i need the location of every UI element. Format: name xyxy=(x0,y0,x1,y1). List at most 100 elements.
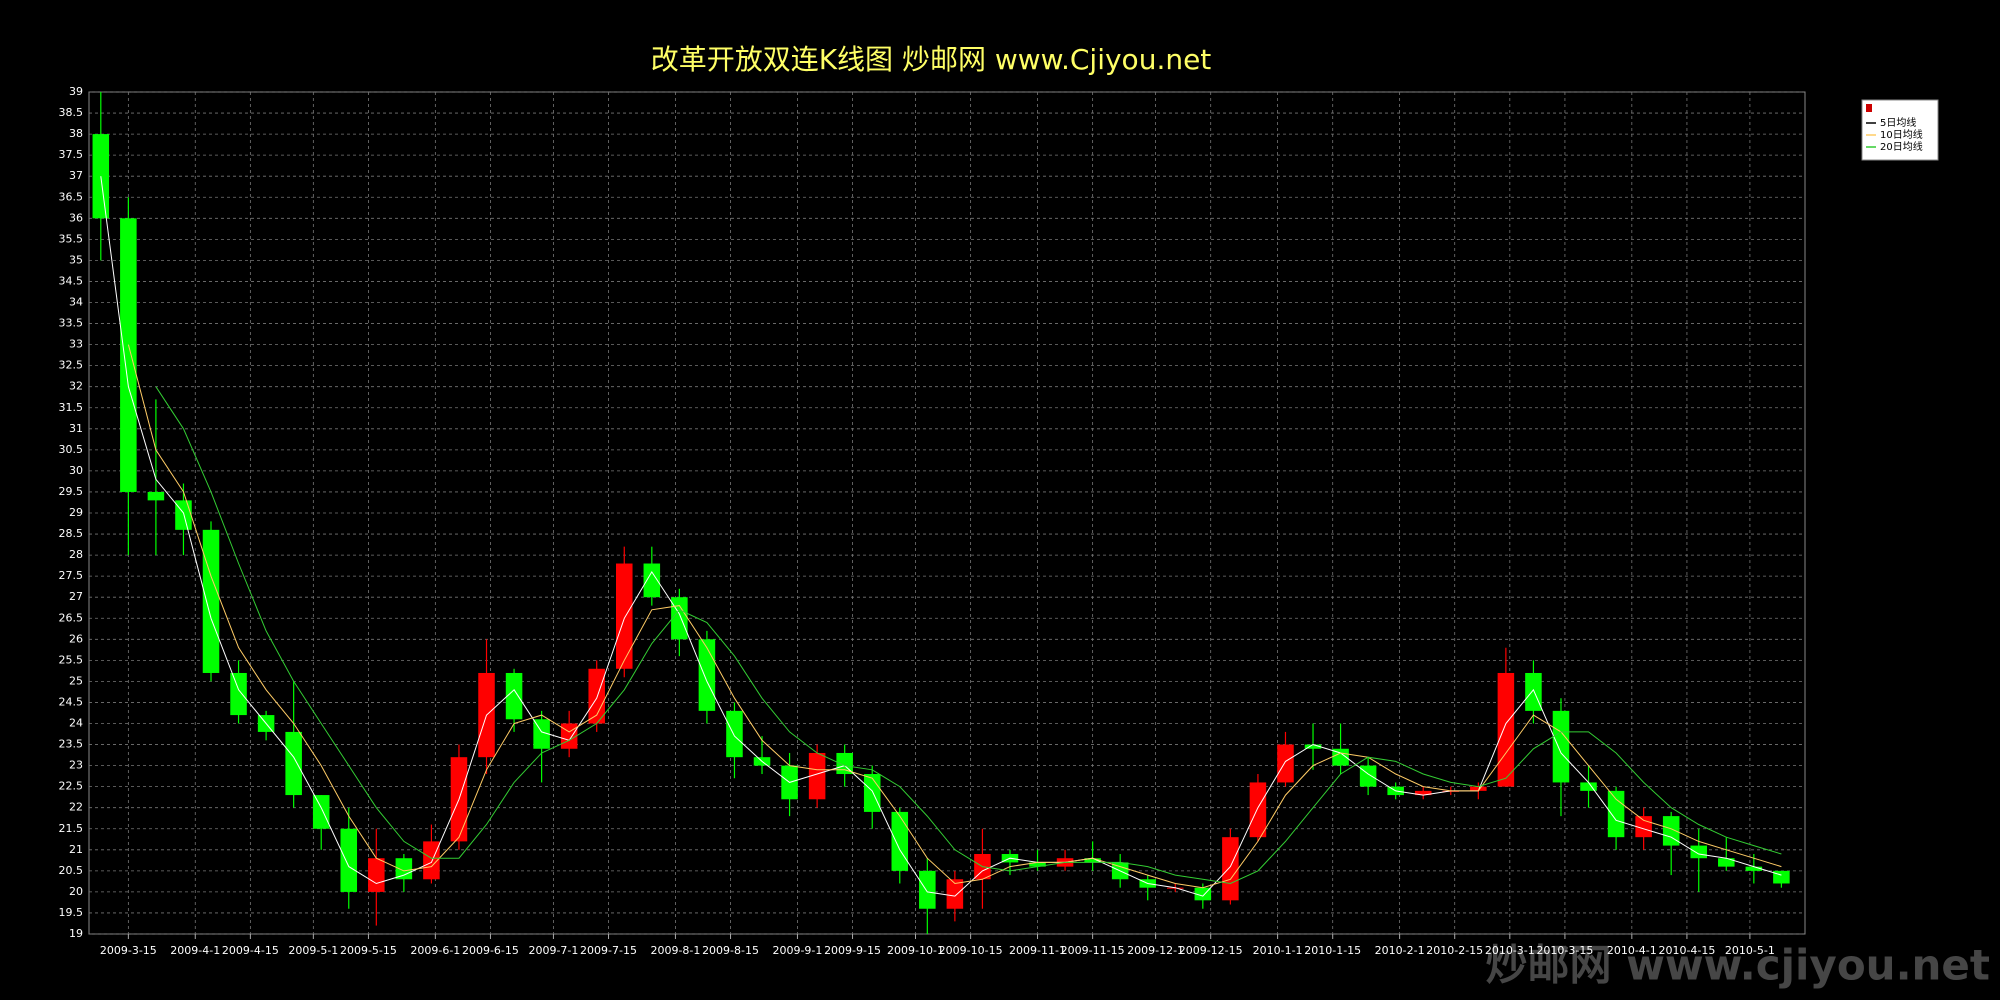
candle-body xyxy=(147,491,165,501)
ma-line xyxy=(155,386,1782,885)
y-tick-label: 27 xyxy=(69,590,83,603)
candle-body xyxy=(312,795,330,829)
y-tick-label: 38 xyxy=(69,127,83,140)
candle-body xyxy=(1745,866,1763,871)
y-tick-label: 26.5 xyxy=(59,611,84,624)
x-tick-label: 2009-4-15 xyxy=(222,944,279,957)
y-tick-label: 39 xyxy=(69,85,83,98)
candle-body xyxy=(423,841,440,880)
candle-body xyxy=(891,811,909,871)
legend-box xyxy=(1861,99,1939,161)
y-tick-label: 22.5 xyxy=(59,780,84,793)
x-tick-label: 2009-9-1 xyxy=(772,944,822,957)
candle-body xyxy=(1332,748,1349,766)
y-tick-label: 19.5 xyxy=(59,906,84,919)
candle-body xyxy=(946,879,964,909)
candle-body xyxy=(120,218,137,492)
x-tick-label: 2009-4-1 xyxy=(170,944,220,957)
candle-body xyxy=(616,563,633,669)
x-tick-label: 2009-7-1 xyxy=(528,944,578,957)
legend-label: 20日均线 xyxy=(1880,140,1923,153)
candle-body xyxy=(1194,887,1212,901)
x-tick-label: 2009-5-1 xyxy=(288,944,338,957)
x-tick-label: 2010-4-1 xyxy=(1607,944,1657,957)
candle-body xyxy=(230,672,247,716)
candle-body xyxy=(1029,862,1046,867)
legend-label: 10日均线 xyxy=(1880,128,1923,141)
x-tick-label: 2009-6-1 xyxy=(410,944,460,957)
candle-body xyxy=(808,752,826,800)
candle-body xyxy=(1359,765,1377,787)
x-tick-label: 2009-7-15 xyxy=(580,944,637,957)
y-tick-label: 31 xyxy=(69,422,83,435)
x-tick-label: 2009-12-1 xyxy=(1127,944,1184,957)
x-tick-label: 2009-8-15 xyxy=(702,944,759,957)
x-tick-label: 2010-5-1 xyxy=(1725,944,1775,957)
x-tick-label: 2009-11-15 xyxy=(1061,944,1125,957)
legend-label: 5日均线 xyxy=(1880,116,1916,129)
y-tick-label: 30 xyxy=(69,464,83,477)
x-tick-label: 2009-12-15 xyxy=(1179,944,1243,957)
x-tick-label: 2009-3-15 xyxy=(100,944,157,957)
ma-line xyxy=(100,176,1782,897)
y-tick-label: 33 xyxy=(69,338,83,351)
candle-body xyxy=(1222,837,1239,901)
candle-body xyxy=(202,529,220,673)
candle-body xyxy=(863,774,881,812)
x-tick-label: 2010-1-1 xyxy=(1253,944,1303,957)
candle-body xyxy=(588,668,605,724)
y-tick-label: 29.5 xyxy=(59,485,84,498)
legend-candle-icon xyxy=(1866,104,1872,112)
y-tick-label: 38.5 xyxy=(59,106,84,119)
y-tick-label: 37 xyxy=(69,169,83,182)
y-tick-label: 37.5 xyxy=(59,148,84,161)
y-tick-label: 24 xyxy=(69,717,83,730)
y-tick-label: 23 xyxy=(69,759,83,772)
candle-body xyxy=(643,563,661,598)
y-tick-label: 28 xyxy=(69,548,83,561)
x-tick-label: 2010-3-15 xyxy=(1536,944,1593,957)
candle-body xyxy=(1580,782,1597,791)
candle-body xyxy=(1249,782,1267,838)
candle-body xyxy=(1662,816,1680,846)
y-tick-label: 25.5 xyxy=(59,653,84,666)
candle-body xyxy=(919,870,936,909)
candle-body xyxy=(560,723,578,749)
y-tick-label: 34 xyxy=(69,296,83,309)
candle-body xyxy=(1525,672,1542,711)
candle-body xyxy=(1773,870,1790,884)
candle-body xyxy=(1414,790,1432,796)
y-tick-label: 24.5 xyxy=(59,695,84,708)
y-tick-label: 36 xyxy=(69,211,83,224)
y-tick-label: 34.5 xyxy=(59,274,84,287)
y-tick-label: 32 xyxy=(69,380,83,393)
y-tick-label: 35.5 xyxy=(59,232,84,245)
y-tick-label: 21.5 xyxy=(59,822,84,835)
y-tick-label: 32.5 xyxy=(59,359,84,372)
candle-body xyxy=(1718,858,1735,867)
candle-body xyxy=(533,719,550,749)
y-tick-label: 20 xyxy=(69,885,83,898)
x-tick-label: 2009-10-15 xyxy=(939,944,1003,957)
x-tick-label: 2009-5-15 xyxy=(340,944,397,957)
y-tick-label: 26 xyxy=(69,632,83,645)
candle-body xyxy=(368,858,385,892)
y-tick-label: 25 xyxy=(69,674,83,687)
candle-body xyxy=(1607,790,1625,838)
candle-body xyxy=(1470,786,1487,791)
x-tick-label: 2009-11-1 xyxy=(1009,944,1066,957)
y-tick-label: 28.5 xyxy=(59,527,84,540)
y-tick-label: 23.5 xyxy=(59,738,84,751)
y-tick-label: 20.5 xyxy=(59,864,84,877)
chart-title: 改革开放双连K线图 炒邮网 www.Cjiyou.net xyxy=(651,43,1212,76)
x-tick-label: 2009-8-1 xyxy=(650,944,700,957)
y-tick-label: 22 xyxy=(69,801,83,814)
ma-line xyxy=(127,344,1782,889)
y-tick-label: 27.5 xyxy=(59,569,84,582)
candle-body xyxy=(698,639,716,711)
y-tick-label: 33.5 xyxy=(59,317,84,330)
candle-body xyxy=(505,672,523,720)
candle-body xyxy=(1304,744,1322,749)
